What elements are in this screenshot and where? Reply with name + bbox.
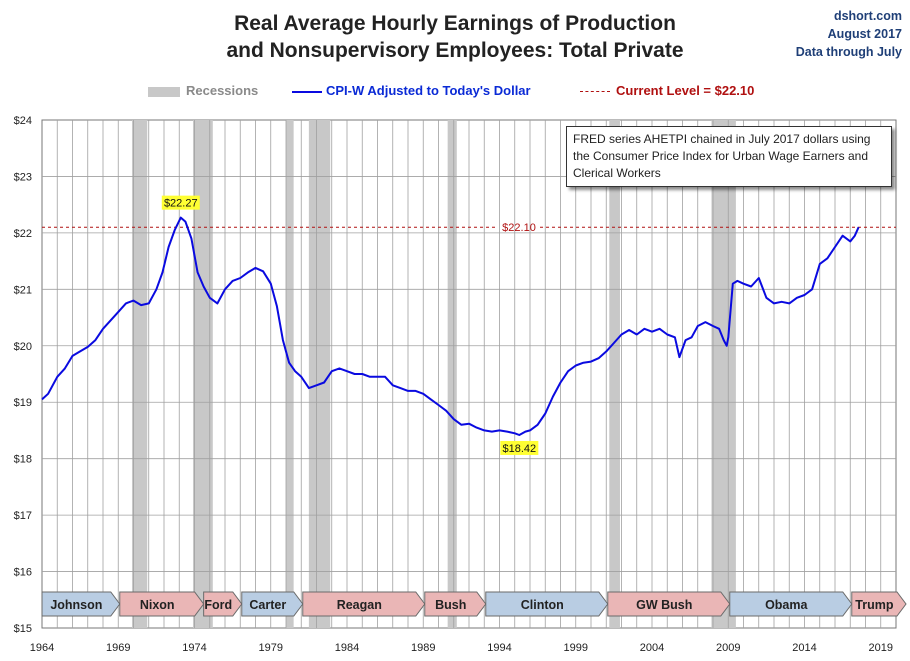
recession-band xyxy=(131,120,148,628)
source-site: dshort.com xyxy=(833,9,902,23)
legend-label-recessions: Recessions xyxy=(186,83,259,98)
president-arrow xyxy=(203,591,243,617)
x-tick-label: 1979 xyxy=(259,642,283,654)
annotation-highlight xyxy=(500,440,539,455)
annotation-label: $22.27 xyxy=(164,198,198,210)
president-arrow xyxy=(485,591,609,617)
president-label: Obama xyxy=(765,598,808,612)
x-tick-label: 2014 xyxy=(792,642,816,654)
y-tick-label: $22 xyxy=(14,228,32,240)
recession-band xyxy=(192,120,213,628)
chart-legend: Recessions CPI-W Adjusted to Today's Dol… xyxy=(0,83,910,101)
president-arrow xyxy=(607,591,731,617)
president-arrow xyxy=(119,591,205,617)
president-label: GW Bush xyxy=(636,598,692,612)
note-box: FRED series AHETPI chained in July 2017 … xyxy=(566,126,892,187)
president-label: Nixon xyxy=(140,598,175,612)
x-tick-label: 1989 xyxy=(411,642,435,654)
chart-title: Real Average Hourly Earnings of Producti… xyxy=(140,10,770,64)
source-date: August 2017 xyxy=(827,27,902,41)
president-arrow xyxy=(302,591,426,617)
chart-title-line2: and Nonsupervisory Employees: Total Priv… xyxy=(226,39,684,62)
y-tick-label: $16 xyxy=(14,567,32,579)
recession-band xyxy=(308,120,331,628)
legend-item-current: Current Level = $22.10 xyxy=(580,83,754,98)
recession-band xyxy=(609,120,620,628)
president-arrow xyxy=(729,591,853,617)
y-tick-label: $20 xyxy=(14,341,32,353)
x-tick-label: 2009 xyxy=(716,642,740,654)
x-tick-label: 1984 xyxy=(335,642,359,654)
president-label: Reagan xyxy=(337,598,382,612)
annotation-label: $18.42 xyxy=(502,443,536,455)
y-tick-label: $18 xyxy=(14,454,32,466)
president-arrow xyxy=(424,591,487,617)
president-label: Ford xyxy=(204,598,232,612)
recession-band xyxy=(711,120,736,628)
legend-label-current: Current Level = $22.10 xyxy=(616,83,755,98)
legend-label-series: CPI-W Adjusted to Today's Dollar xyxy=(326,83,531,98)
x-tick-label: 1994 xyxy=(487,642,511,654)
line-swatch-icon xyxy=(292,90,322,93)
recession-band xyxy=(286,120,294,628)
x-tick-label: 1969 xyxy=(106,642,130,654)
y-tick-label: $24 xyxy=(14,115,32,127)
y-tick-label: $23 xyxy=(14,171,32,183)
dashed-line-swatch-icon xyxy=(580,91,610,93)
x-tick-label: 2019 xyxy=(869,642,893,654)
annotation-highlight xyxy=(161,195,200,210)
source-through: Data through July xyxy=(795,45,902,59)
president-arrow xyxy=(241,591,304,617)
y-tick-label: $15 xyxy=(14,623,32,635)
x-tick-label: 1964 xyxy=(30,642,54,654)
y-tick-label: $21 xyxy=(14,284,32,296)
recession-swatch-icon xyxy=(148,86,180,97)
chart-title-line1: Real Average Hourly Earnings of Producti… xyxy=(234,12,676,35)
president-arrow xyxy=(41,591,121,617)
series-line xyxy=(41,216,860,436)
source-block: dshort.com August 2017 Data through July xyxy=(796,7,902,61)
president-label: Johnson xyxy=(50,598,102,612)
recession-band xyxy=(447,120,457,628)
president-label: Carter xyxy=(249,598,286,612)
y-tick-label: $17 xyxy=(14,510,32,522)
y-tick-label: $19 xyxy=(14,397,32,409)
x-tick-label: 2004 xyxy=(640,642,664,654)
president-label: Trump xyxy=(855,598,894,612)
president-arrow xyxy=(851,591,907,617)
legend-item-series: CPI-W Adjusted to Today's Dollar xyxy=(292,83,531,98)
legend-item-recessions: Recessions xyxy=(148,83,258,98)
president-label: Clinton xyxy=(521,598,564,612)
president-label: Bush xyxy=(435,598,466,612)
x-tick-label: 1999 xyxy=(564,642,588,654)
x-tick-label: 1974 xyxy=(182,642,206,654)
current-level-label: $22.10 xyxy=(502,222,536,234)
